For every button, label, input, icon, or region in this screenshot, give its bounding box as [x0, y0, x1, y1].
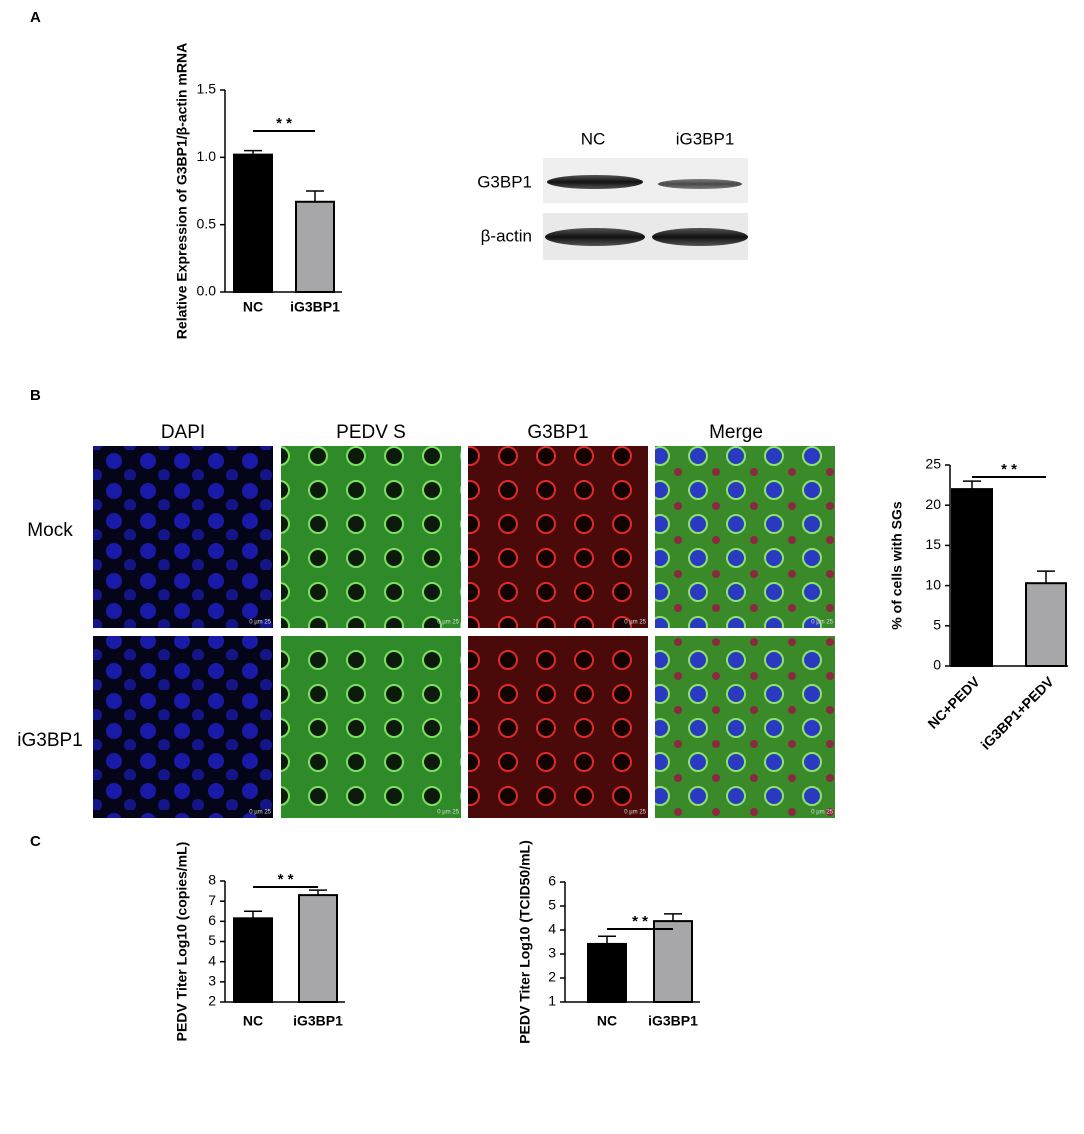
y-tick-label: 15	[925, 536, 941, 552]
x-tick-label: iG3BP1	[648, 1013, 698, 1029]
scale-bar-label: 0 µm 25	[249, 810, 271, 816]
scale-bar-label: 0 µm 25	[437, 620, 459, 626]
blot-row-label: G3BP1	[477, 172, 532, 191]
y-tick-label: 10	[925, 576, 941, 592]
y-axis-label: % of cells with SGs	[889, 501, 905, 630]
x-tick-label: NC	[597, 1013, 617, 1029]
scale-bar-label: 0 µm 25	[811, 810, 833, 816]
significance-label: * *	[278, 871, 294, 888]
x-tick-label: NC	[243, 299, 263, 315]
bar	[951, 488, 993, 667]
y-tick-label: 3	[548, 945, 556, 961]
y-tick-label: 25	[925, 456, 941, 472]
y-tick-label: 3	[208, 973, 216, 989]
x-tick-label: iG3BP1	[290, 299, 340, 315]
y-tick-label: 5	[548, 897, 556, 913]
significance-label: * *	[632, 913, 648, 930]
blot-lane-label: NC	[581, 129, 606, 148]
y-tick-label: 5	[933, 617, 941, 633]
bar	[295, 200, 335, 293]
y-tick-label: 1.5	[197, 81, 217, 97]
bar	[653, 920, 693, 1003]
bar	[233, 917, 273, 1004]
y-tick-label: 1.0	[197, 148, 217, 164]
y-tick-label: 7	[208, 892, 216, 908]
y-tick-label: 2	[548, 969, 556, 985]
y-axis-label: PEDV Titer Log10 (TCID50/mL)	[517, 840, 533, 1044]
significance-label: * *	[276, 115, 292, 132]
micrograph	[281, 636, 461, 818]
scale-bar-label: 0 µm 25	[624, 810, 646, 816]
y-tick-label: 8	[208, 872, 216, 888]
x-tick-label: NC	[243, 1013, 263, 1029]
scale-bar-label: 0 µm 25	[249, 620, 271, 626]
x-tick-label: iG3BP1	[293, 1013, 343, 1029]
y-tick-label: 6	[208, 912, 216, 928]
column-header: G3BP1	[527, 422, 588, 443]
bar	[1025, 582, 1067, 667]
column-header: DAPI	[161, 422, 205, 443]
significance-label: * *	[1001, 461, 1017, 478]
column-header: PEDV S	[336, 422, 406, 443]
y-tick-label: 4	[208, 952, 216, 968]
blot-image	[543, 158, 748, 260]
y-axis-label: PEDV Titer Log10 (copies/mL)	[174, 842, 190, 1042]
micrograph	[281, 446, 461, 628]
scale-bar-label: 0 µm 25	[624, 620, 646, 626]
x-tick-label: iG3BP1+PEDV	[977, 673, 1057, 753]
panel-label: A	[30, 9, 41, 26]
blot-lane-label: iG3BP1	[676, 129, 735, 148]
micrograph	[93, 446, 273, 628]
x-tick-label: NC+PEDV	[924, 673, 983, 732]
y-tick-label: 1	[548, 993, 556, 1009]
micrograph	[468, 636, 648, 818]
micrographs: 0 µm 25 0 µm 25 0 µm 25 0 µm 25 0 µm 25 0 µm …	[93, 446, 835, 818]
y-tick-label: 0.0	[197, 283, 217, 299]
bar	[298, 894, 338, 1003]
scale-bar-label: 0 µm 25	[811, 620, 833, 626]
y-axis-label: Relative Expression of G3BP1/β-actin mRN…	[174, 43, 190, 339]
micrograph	[655, 446, 835, 628]
panel-label: B	[30, 387, 41, 404]
y-tick-label: 0	[933, 657, 941, 673]
bar	[587, 942, 627, 1003]
bar	[233, 153, 273, 293]
micrograph	[655, 636, 835, 818]
column-header: Merge	[709, 422, 763, 443]
y-tick-label: 6	[548, 873, 556, 889]
y-tick-label: 20	[925, 496, 941, 512]
row-label: iG3BP1	[17, 730, 82, 751]
blot-row-label: β-actin	[481, 226, 532, 245]
micrograph	[468, 446, 648, 628]
y-tick-label: 4	[548, 921, 556, 937]
scale-bar-label: 0 µm 25	[437, 810, 459, 816]
panel-label: C	[30, 833, 41, 850]
micrograph	[93, 636, 273, 818]
y-tick-label: 0.5	[197, 215, 217, 231]
y-tick-label: 5	[208, 932, 216, 948]
y-tick-label: 2	[208, 993, 216, 1009]
row-label: Mock	[27, 520, 73, 541]
